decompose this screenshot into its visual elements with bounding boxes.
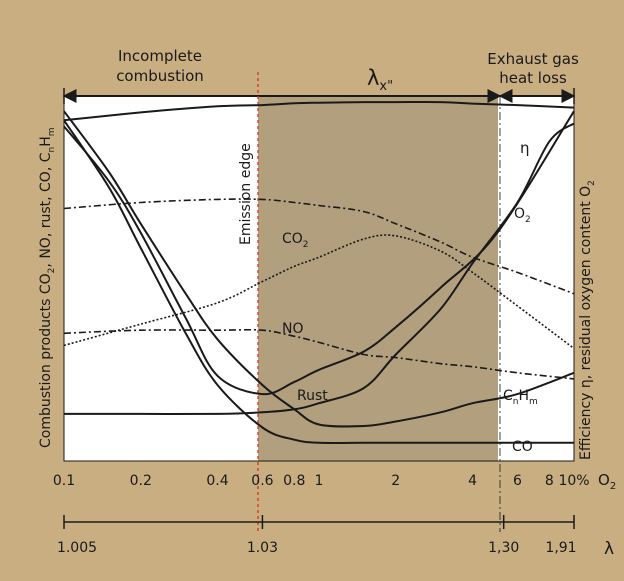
- x-tick-label: 8: [545, 473, 554, 489]
- curves: [63, 100, 575, 445]
- x-tick-label: 0.4: [206, 473, 228, 489]
- x-tick-label: 0.6: [251, 473, 273, 489]
- y-axis-label-right: Efficiency η, residual oxygen content O2: [578, 180, 597, 460]
- x-tick-label: 6: [513, 473, 522, 489]
- x-tick-labels: 0.1 0.2 0.4 0.6 0.8 1 2 4 6 8 10%: [53, 473, 590, 489]
- lambda-axis-label: λ: [604, 539, 614, 559]
- x-tick-label: 10%: [558, 473, 589, 489]
- x-tick-label: 1: [315, 473, 324, 489]
- lambda-tick-labels: 1.005 1.03 1,30 1,91: [57, 515, 577, 556]
- x-tick-label: 0.1: [53, 473, 75, 489]
- region-label-exhaust-2: heat loss: [499, 69, 567, 87]
- lambda-tick-label: 1.03: [247, 540, 278, 556]
- region-label-exhaust-1: Exhaust gas: [487, 50, 579, 68]
- label-co: CO: [512, 439, 533, 455]
- region-label-incomplete-1: Incomplete: [118, 47, 202, 65]
- series-co-line: [63, 119, 574, 445]
- y-axis-label-left: Combustion products CO2, NO, rust, CO, C…: [38, 127, 57, 448]
- label-eta: η: [520, 139, 530, 157]
- series-soot-line: [63, 110, 575, 396]
- lambda-tick-label: 1.005: [57, 540, 97, 556]
- label-co2: CO2: [282, 231, 309, 250]
- label-rust: Rust: [297, 388, 328, 404]
- series-cnhm-line: [63, 110, 575, 428]
- lambda-x-region: [258, 96, 498, 461]
- region-label-lambda-x: λx": [367, 66, 393, 94]
- lambda-tick-label: 1,91: [545, 540, 576, 556]
- label-o2: O2: [514, 206, 531, 225]
- label-cnhm: CnHm: [503, 388, 538, 407]
- x-unit-label: O2: [598, 471, 616, 492]
- series-η-line: [63, 100, 575, 122]
- x-tick-label: 0.2: [130, 473, 152, 489]
- label-no: NO: [282, 321, 304, 337]
- x-tick-label: 0.8: [283, 473, 305, 489]
- x-tick-label: 4: [468, 473, 477, 489]
- x-tick-label: 2: [391, 473, 400, 489]
- region-label-incomplete-2: combustion: [116, 67, 204, 85]
- series-no-line: [63, 234, 575, 350]
- lambda-tick-label: 1,30: [488, 540, 519, 556]
- emission-edge-label: Emission edge: [238, 143, 254, 245]
- series-rust-line: [63, 328, 575, 380]
